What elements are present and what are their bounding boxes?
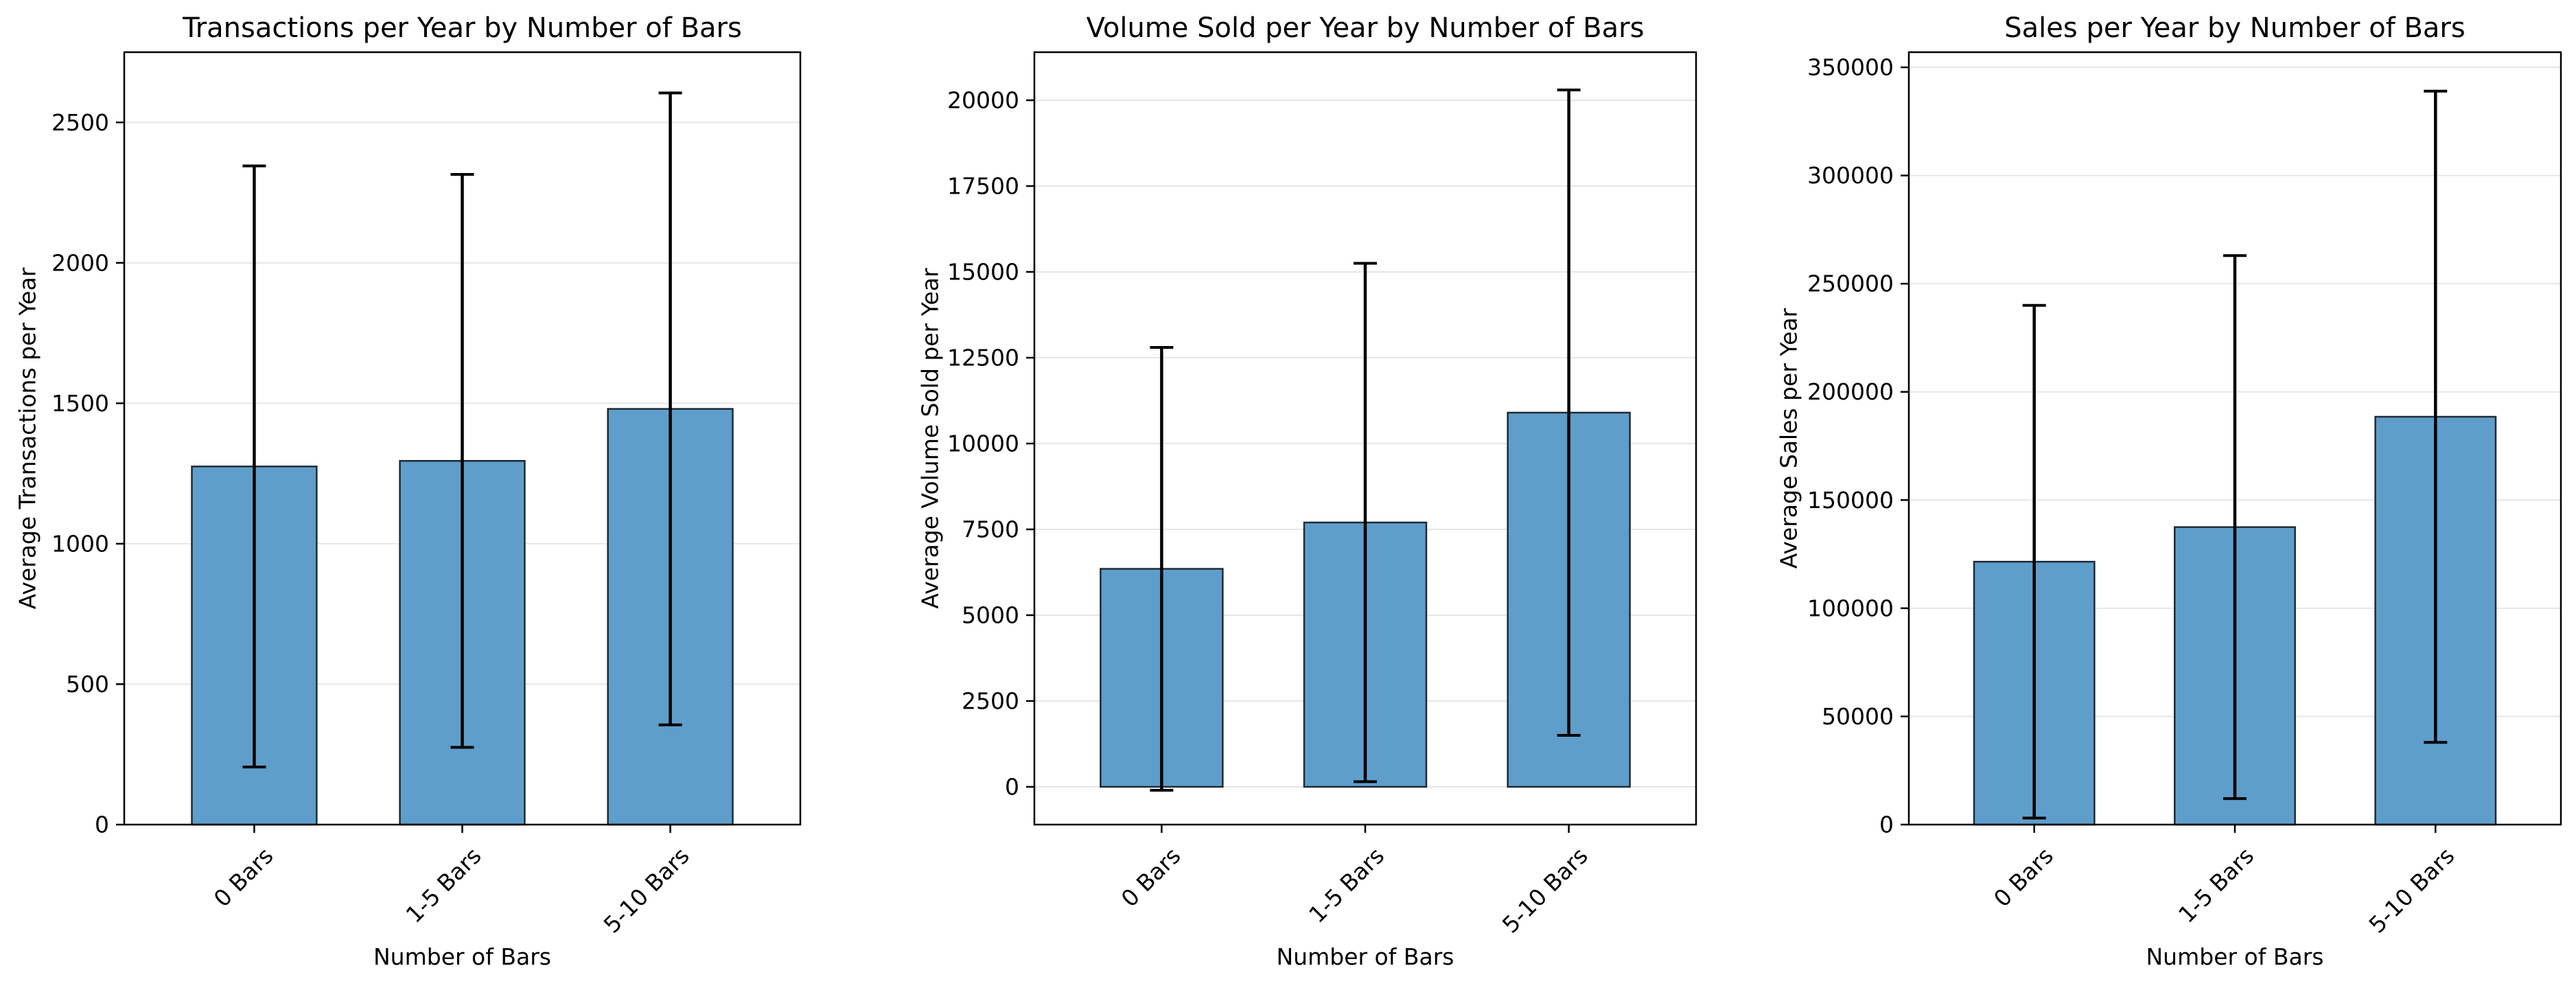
y-tick-label: 0 [1005,774,1019,801]
x-axis-label: Number of Bars [2146,943,2324,970]
x-axis-label: Number of Bars [1277,943,1454,970]
y-tick-label: 2500 [962,688,1019,715]
y-axis-label: Average Sales per Year [1776,308,1802,568]
y-tick-label: 350000 [1807,54,1894,81]
x-tick-label: 1-5 Bars [1303,842,1389,928]
y-tick-label: 200000 [1807,378,1894,405]
x-tick-label: 5-10 Bars [2363,842,2459,939]
x-tick-label: 0 Bars [1988,842,2058,912]
y-tick-label: 150000 [1807,487,1894,514]
chart-title: Sales per Year by Number of Bars [2004,12,2465,44]
x-tick-label: 0 Bars [209,842,279,912]
y-tick-label: 12500 [947,345,1019,371]
y-tick-label: 500 [66,671,109,698]
y-tick-label: 300000 [1807,162,1894,189]
y-tick-label: 1000 [51,530,109,557]
y-tick-label: 15000 [947,259,1019,286]
chart-sales: 0 50000 100000 150000 200000 250000 300000 3500… [1776,12,2562,970]
chart-transactions: 0 500 1000 1500 2000 2500 0 Bars 1-5 Bars 5-10 B… [14,12,802,970]
y-axis-label: Average Volume Sold per Year [917,268,944,609]
y-tick-label: 250000 [1807,271,1894,297]
y-tick-label: 20000 [947,87,1019,114]
y-tick-label: 0 [1879,812,1894,838]
y-tick-label: 2000 [51,249,109,276]
x-tick-label: 1-5 Bars [2173,842,2259,928]
y-tick-label: 0 [95,812,109,838]
x-tick-label: 0 Bars [1116,842,1186,912]
y-tick-label: 100000 [1807,595,1894,621]
y-tick-label: 2500 [51,109,109,136]
chart-title: Volume Sold per Year by Number of Bars [1087,12,1645,44]
x-tick-label: 1-5 Bars [401,842,487,928]
x-tick-label: 5-10 Bars [1497,842,1593,939]
y-tick-label: 7500 [962,516,1019,543]
y-axis-label: Average Transactions per Year [14,267,41,609]
x-axis-label: Number of Bars [373,943,551,970]
y-tick-label: 5000 [962,602,1019,629]
chart-volume-sold: 0 2500 5000 7500 10000 12500 15000 17500 20000 0 … [917,12,1697,970]
chart-title: Transactions per Year by Number of Bars [182,12,742,44]
y-tick-label: 1500 [51,390,109,417]
y-tick-label: 10000 [947,430,1019,457]
y-tick-label: 17500 [947,173,1019,200]
x-tick-label: 5-10 Bars [599,842,695,939]
y-tick-label: 50000 [1822,703,1894,730]
